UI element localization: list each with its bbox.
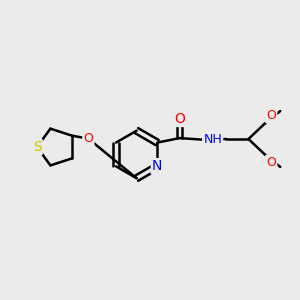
Text: O: O (83, 132, 93, 145)
Text: NH: NH (203, 133, 222, 146)
Text: N: N (152, 159, 162, 173)
Text: O: O (266, 156, 276, 169)
Text: O: O (174, 112, 185, 126)
Text: S: S (33, 140, 41, 154)
Text: O: O (266, 109, 276, 122)
